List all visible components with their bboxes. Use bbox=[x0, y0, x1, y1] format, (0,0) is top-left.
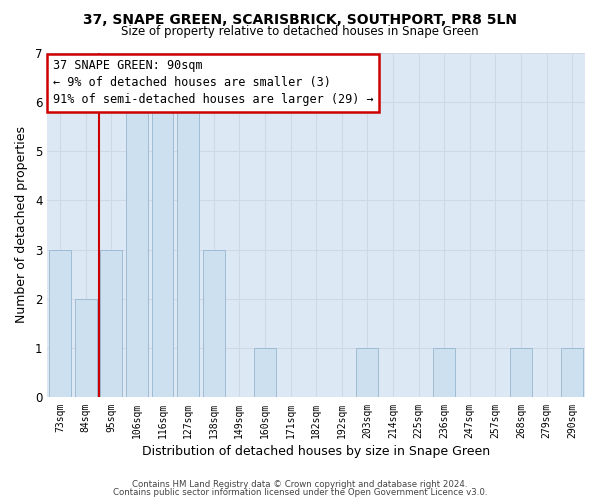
Text: 37 SNAPE GREEN: 90sqm
← 9% of detached houses are smaller (3)
91% of semi-detach: 37 SNAPE GREEN: 90sqm ← 9% of detached h… bbox=[53, 60, 373, 106]
Bar bbox=[510, 348, 532, 398]
Text: Contains public sector information licensed under the Open Government Licence v3: Contains public sector information licen… bbox=[113, 488, 487, 497]
Bar bbox=[152, 102, 173, 398]
Bar bbox=[254, 348, 276, 398]
Bar bbox=[356, 348, 378, 398]
Text: 37, SNAPE GREEN, SCARISBRICK, SOUTHPORT, PR8 5LN: 37, SNAPE GREEN, SCARISBRICK, SOUTHPORT,… bbox=[83, 12, 517, 26]
Bar bbox=[177, 102, 199, 398]
Text: Contains HM Land Registry data © Crown copyright and database right 2024.: Contains HM Land Registry data © Crown c… bbox=[132, 480, 468, 489]
X-axis label: Distribution of detached houses by size in Snape Green: Distribution of detached houses by size … bbox=[142, 444, 490, 458]
Bar bbox=[49, 250, 71, 398]
Bar bbox=[203, 250, 224, 398]
Bar bbox=[562, 348, 583, 398]
Y-axis label: Number of detached properties: Number of detached properties bbox=[15, 126, 28, 324]
Bar bbox=[75, 299, 97, 398]
Text: Size of property relative to detached houses in Snape Green: Size of property relative to detached ho… bbox=[121, 25, 479, 38]
Bar bbox=[126, 102, 148, 398]
Bar bbox=[433, 348, 455, 398]
Bar bbox=[100, 250, 122, 398]
